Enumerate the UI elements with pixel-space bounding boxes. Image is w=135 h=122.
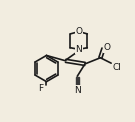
Text: N: N	[75, 45, 82, 54]
Text: O: O	[75, 27, 82, 36]
Bar	[76, 77, 79, 85]
Text: Cl: Cl	[112, 62, 121, 71]
Text: F: F	[38, 84, 44, 93]
Text: O: O	[104, 43, 111, 52]
Text: N: N	[74, 86, 81, 95]
